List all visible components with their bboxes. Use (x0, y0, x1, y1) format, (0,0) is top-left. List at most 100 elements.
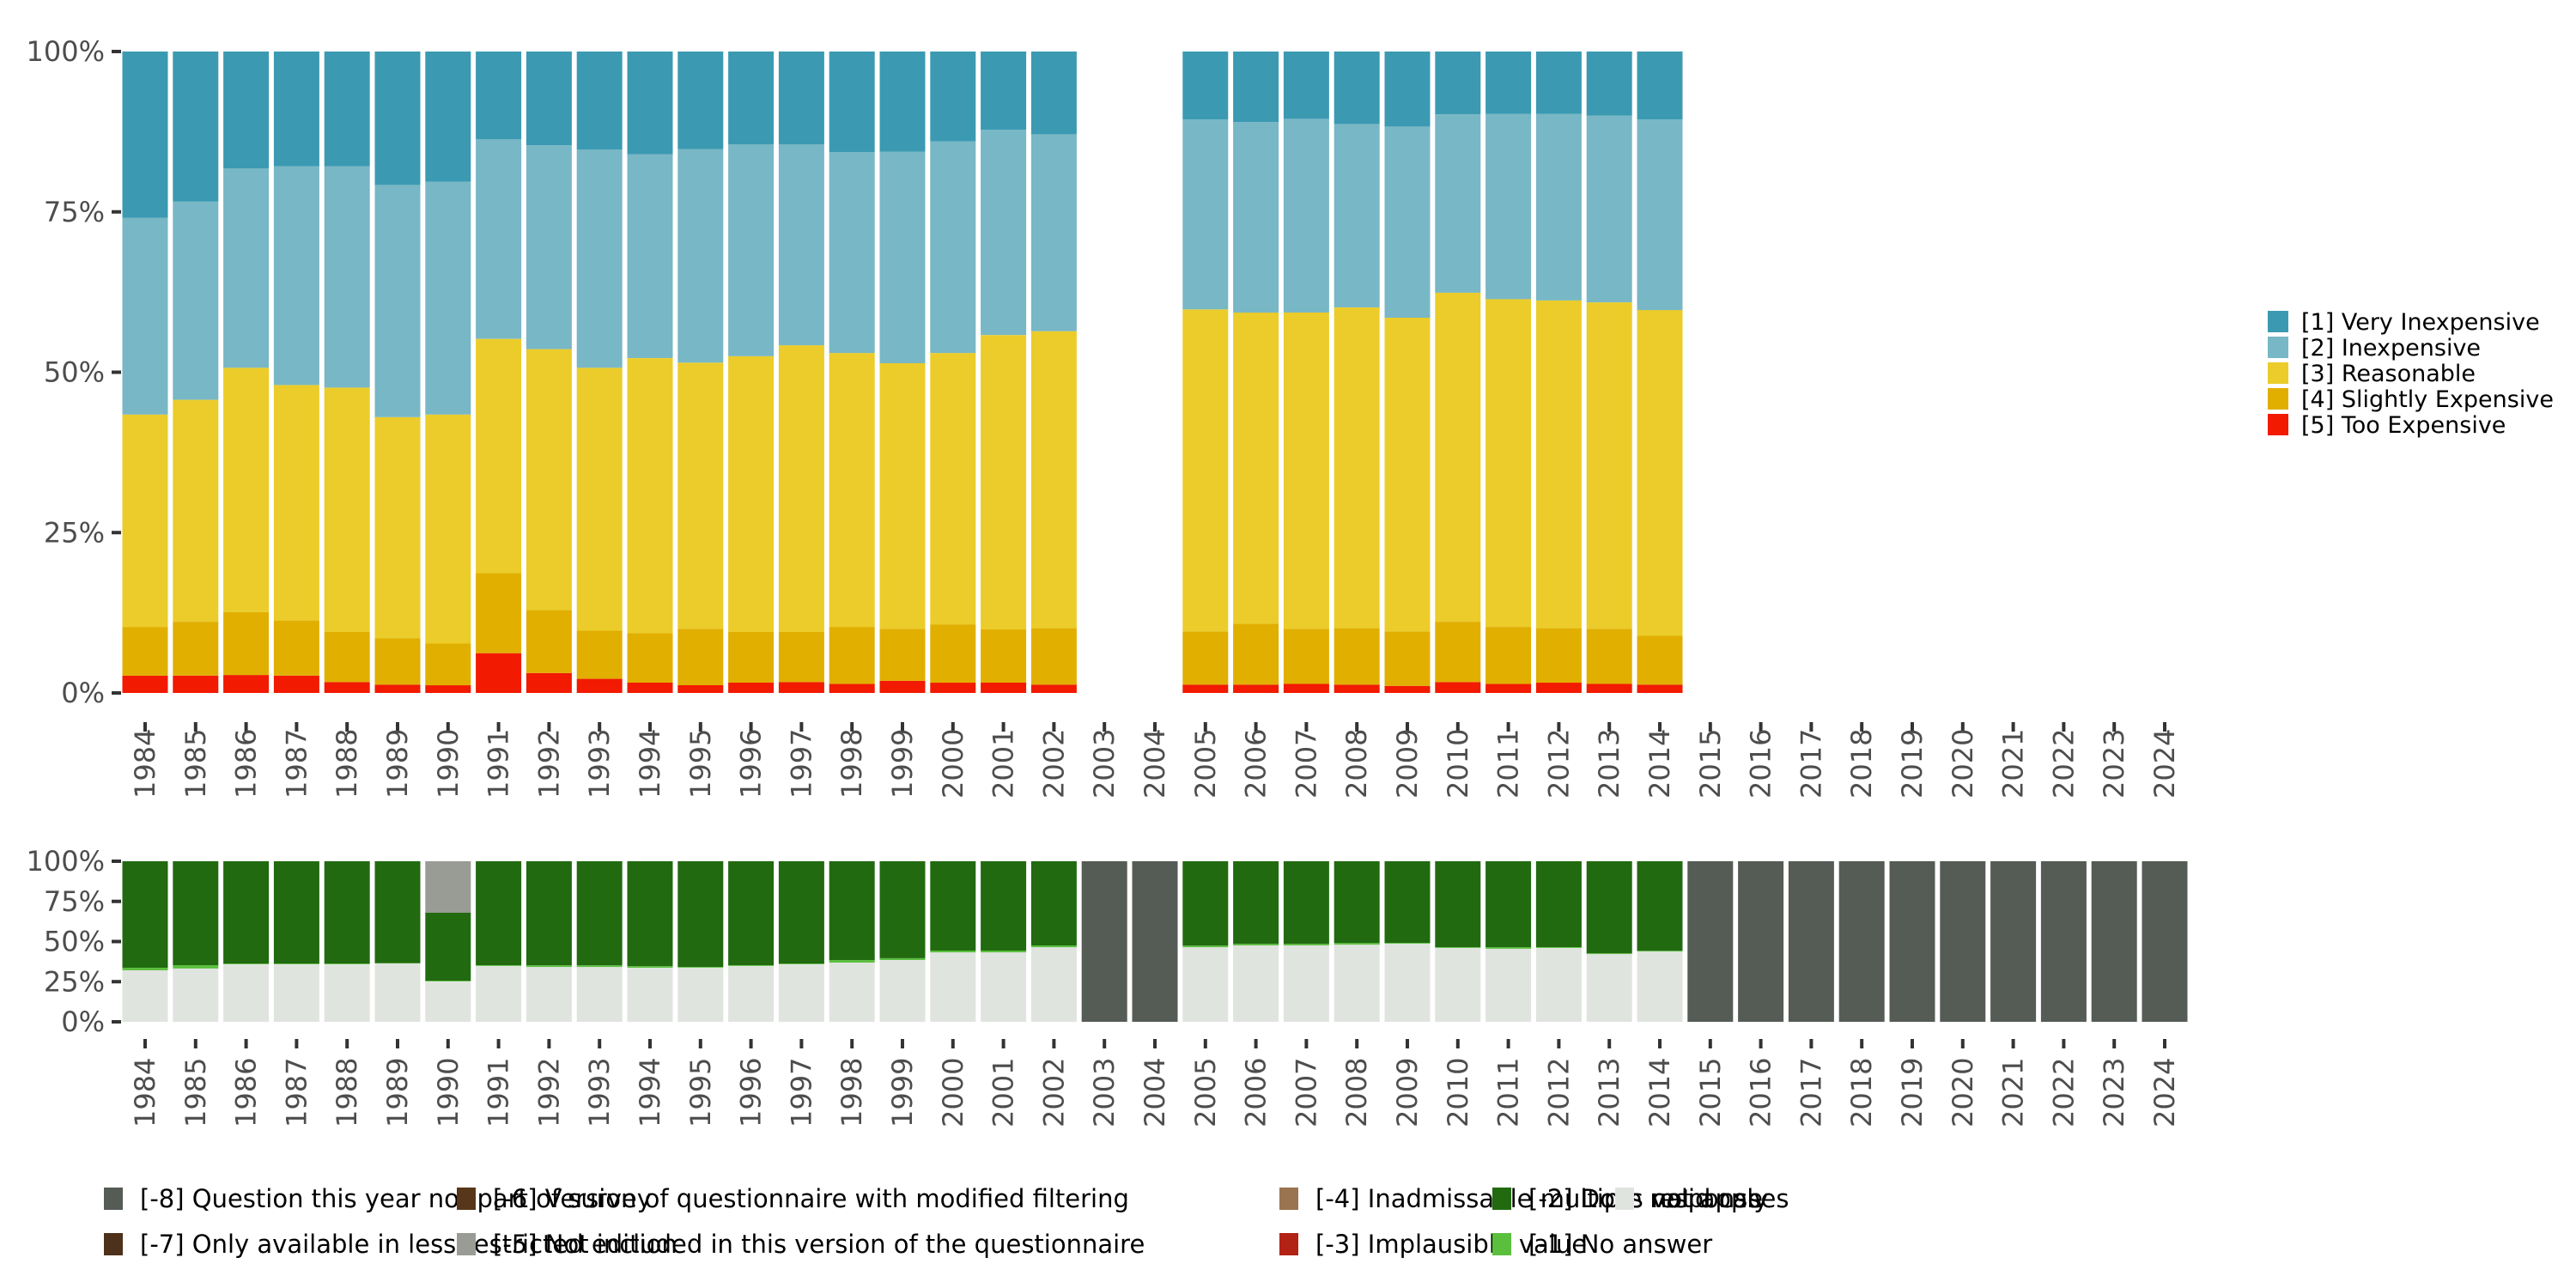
main-bar-segment-1988-1 (324, 632, 370, 683)
main-bar-segment-1989-1 (374, 638, 421, 685)
main-bar-segment-1996-3 (728, 144, 775, 356)
main-bar-segment-2014-3 (1637, 119, 1683, 311)
main-bar-segment-1995-1 (677, 629, 724, 685)
main-bar-segment-2002-0 (1030, 684, 1077, 693)
main-x-tick-label: 2013 (1593, 729, 1625, 799)
missing-x-tick-label: 1987 (280, 1058, 313, 1127)
missing-bar-segment-2014-2 (1637, 861, 1683, 951)
missing-x-tick-label: 1989 (381, 1058, 414, 1127)
main-bar-segment-1997-1 (778, 632, 824, 683)
missing-x-tick-label: 2017 (1795, 1058, 1827, 1127)
missing-bar-segment-2012-1 (1535, 947, 1582, 948)
main-x-tick-label: 1986 (230, 729, 263, 799)
missing-y-axis: 0% 25% 50% 75% 100% (27, 845, 121, 1038)
main-bar-segment-2000-3 (930, 141, 976, 354)
missing-bar-segment-2000-0 (930, 952, 976, 1022)
missing-x-tick-label: 1998 (835, 1058, 868, 1127)
main-bar-segment-1987-1 (273, 620, 319, 676)
missing-bar-segment-2018-8 (1838, 861, 1885, 1022)
main-bar-segment-2011-4 (1485, 52, 1532, 114)
missing-bar-segment-1995-2 (677, 861, 724, 967)
missing-x-tick-label: 2002 (1037, 1058, 1070, 1127)
main-bar-segment-2009-4 (1384, 52, 1431, 127)
main-bar-segment-1989-2 (374, 416, 421, 639)
missing-bar-segment-1999-2 (879, 861, 926, 958)
main-bar-segment-1999-0 (879, 680, 926, 693)
main-bar-segment-1991-2 (476, 338, 522, 574)
missing-bar-segment-1993-0 (576, 967, 623, 1022)
missing-legend-key (1279, 1188, 1298, 1210)
main-bar-segment-1991-3 (476, 139, 522, 339)
main-bar-segment-2008-3 (1334, 124, 1380, 307)
main-x-tick-label: 2019 (1896, 729, 1929, 799)
missing-y-tick-label: 0% (61, 1005, 105, 1038)
missing-x-tick-label: 2016 (1745, 1058, 1777, 1127)
main-bar-segment-2012-4 (1535, 52, 1582, 114)
main-legend-label: [2] Inexpensive (2301, 335, 2481, 361)
missing-bar-segment-2008-2 (1334, 861, 1380, 944)
main-bar-segment-2007-2 (1283, 313, 1329, 629)
main-bar-segment-2011-3 (1485, 113, 1532, 300)
main-bar-segment-1984-2 (122, 414, 168, 628)
main-bar-segment-1996-4 (728, 52, 775, 145)
main-bar-segment-1985-1 (173, 622, 219, 676)
missing-bar-segment-2005-1 (1182, 945, 1229, 948)
missing-bar-segment-2001-1 (981, 951, 1027, 953)
missing-legend: [-8] Question this year not part of surv… (104, 1184, 1789, 1259)
missing-bar-segment-1992-0 (526, 967, 572, 1022)
missing-bar-segment-1990-0 (425, 981, 471, 1022)
main-legend-label: [3] Reasonable (2301, 361, 2476, 387)
missing-bar-segment-2016-8 (1738, 861, 1784, 1022)
main-bar-segment-1998-4 (829, 52, 875, 153)
missing-bar-segment-1995-1 (677, 967, 724, 968)
main-bar-segment-2012-2 (1535, 300, 1582, 629)
missing-bar-segment-2005-2 (1182, 861, 1229, 946)
missing-legend-label: [-3] Implausible value (1315, 1230, 1587, 1259)
main-legend-label: [5] Too Expensive (2301, 412, 2506, 439)
missing-bar-segment-1987-1 (273, 963, 319, 964)
main-x-tick-label: 2004 (1139, 729, 1171, 799)
main-bar-segment-1994-0 (627, 683, 673, 693)
main-bar-segment-2010-4 (1435, 52, 1481, 115)
missing-bar-segment-1991-0 (476, 965, 522, 1022)
main-bar-segment-2011-1 (1485, 627, 1532, 684)
missing-bar-segment-1990-2 (425, 913, 471, 981)
main-bar-segment-2010-2 (1435, 292, 1481, 623)
main-legend-label: [1] Very Inexpensive (2301, 309, 2540, 336)
missing-bar-segment-2020-8 (1940, 861, 1986, 1022)
main-x-tick-label: 1991 (483, 729, 515, 799)
main-x-tick-label: 2005 (1189, 729, 1222, 799)
main-x-tick-label: 1998 (835, 729, 868, 799)
missing-bar-segment-1998-2 (829, 861, 875, 960)
missing-x-tick-label: 1988 (331, 1058, 363, 1127)
missing-bar-segment-1984-1 (122, 968, 168, 970)
missing-bar-segment-1985-2 (173, 861, 219, 965)
missing-bar-segment-2006-2 (1233, 861, 1279, 945)
main-x-tick-label: 1984 (129, 729, 161, 799)
main-bar-segment-1984-1 (122, 627, 168, 676)
missing-x-tick-label: 2021 (1997, 1058, 2030, 1127)
missing-x-tick-label: 1984 (129, 1058, 161, 1127)
main-bar-segment-1994-3 (627, 154, 673, 358)
missing-bar-segment-1988-0 (324, 964, 370, 1022)
missing-bar-segment-1997-2 (778, 861, 824, 964)
missing-x-tick-label: 1986 (230, 1058, 263, 1127)
main-bar-segment-1984-0 (122, 675, 168, 693)
main-bar-segment-1994-2 (627, 358, 673, 634)
missing-bar-segment-2011-2 (1485, 861, 1532, 947)
missing-bar-segment-1985-0 (173, 968, 219, 1022)
main-bar-segment-1984-3 (122, 217, 168, 415)
missing-chart-bars (122, 861, 2188, 1022)
missing-bar-segment-2000-1 (930, 951, 976, 953)
missing-bar-segment-1993-1 (576, 965, 623, 968)
missing-bar-segment-2002-0 (1030, 947, 1077, 1022)
main-bar-segment-1986-2 (223, 368, 270, 612)
main-legend-key (2268, 311, 2288, 332)
missing-x-tick-label: 1999 (886, 1058, 919, 1127)
missing-bar-segment-2011-0 (1485, 948, 1532, 1022)
main-x-tick-label: 2014 (1643, 729, 1676, 799)
missing-bar-segment-2001-0 (981, 952, 1027, 1022)
main-bar-segment-1987-3 (273, 166, 319, 386)
missing-bar-segment-2022-8 (2040, 861, 2087, 1022)
main-bar-segment-2009-3 (1384, 126, 1431, 318)
